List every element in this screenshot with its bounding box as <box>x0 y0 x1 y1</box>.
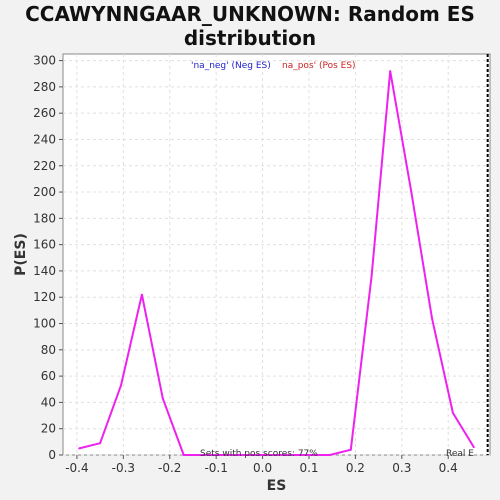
y-tick-label: 260 <box>33 106 56 120</box>
grid-lines <box>63 54 490 456</box>
x-tick-label: 0.2 <box>346 461 365 475</box>
es-distribution-line <box>78 70 475 456</box>
x-axis-label: ES <box>267 478 287 494</box>
series-group <box>78 70 475 456</box>
data-point <box>307 454 310 456</box>
x-tick-label: 0.1 <box>299 461 318 475</box>
data-point <box>472 446 475 449</box>
data-point <box>389 70 392 73</box>
legend: 'na_neg' (Neg ES) na_pos' (Pos ES) <box>191 61 356 71</box>
y-tick-label: 140 <box>33 264 56 278</box>
data-point <box>370 275 373 278</box>
annotations: Sets with pos scores: 77% Real E <box>200 449 474 459</box>
y-tick-label: 80 <box>41 343 56 357</box>
data-point <box>99 442 102 445</box>
real-es-annotation: Real E <box>446 449 474 459</box>
data-point <box>451 411 454 414</box>
data-point <box>266 454 269 456</box>
data-point <box>430 317 433 320</box>
x-axis-ticks: -0.4 -0.3 -0.2 -0.1 0.0 0.1 0.2 0.3 0.4 <box>65 455 458 475</box>
y-tick-label: 0 <box>48 448 56 462</box>
data-point <box>349 448 352 451</box>
x-tick-label: -0.3 <box>112 461 135 475</box>
x-tick-label: 0.4 <box>439 461 458 475</box>
data-point <box>224 454 227 456</box>
x-tick-label: 0.0 <box>253 461 272 475</box>
y-tick-label: 280 <box>33 80 56 94</box>
y-tick-label: 100 <box>33 317 56 331</box>
data-point <box>410 189 413 192</box>
y-tick-label: 300 <box>33 54 56 68</box>
y-axis-ticks: 0 20 40 60 80 100 120 140 160 180 200 220 240 260 280 3… <box>33 54 63 462</box>
data-point <box>245 454 248 456</box>
data-point <box>203 454 206 456</box>
y-tick-label: 220 <box>33 159 56 173</box>
pos-scores-annotation: Sets with pos scores: 77% <box>200 449 318 459</box>
legend-pos-label: na_pos' (Pos ES) <box>282 61 356 71</box>
data-point <box>328 454 331 456</box>
plot-area <box>62 53 491 456</box>
legend-neg-label: 'na_neg' (Neg ES) <box>191 61 271 71</box>
y-tick-label: 200 <box>33 185 56 199</box>
x-tick-label: -0.1 <box>204 461 227 475</box>
y-tick-label: 60 <box>41 369 56 383</box>
y-tick-label: 160 <box>33 238 56 252</box>
data-point <box>161 397 164 400</box>
x-tick-label: -0.2 <box>158 461 181 475</box>
data-point <box>287 454 290 456</box>
y-tick-label: 40 <box>41 395 56 409</box>
x-tick-label: -0.4 <box>65 461 88 475</box>
chart-title: CCAWYNNGAAR_UNKNOWN: Random ES distribut… <box>25 2 475 50</box>
y-tick-label: 180 <box>33 211 56 225</box>
y-tick-label: 20 <box>41 422 56 436</box>
data-point <box>120 384 123 387</box>
data-point <box>140 293 143 296</box>
x-tick-label: 0.3 <box>392 461 411 475</box>
y-axis-label: P(ES) <box>13 233 29 276</box>
data-point <box>182 454 185 456</box>
data-point <box>78 447 81 450</box>
y-tick-label: 120 <box>33 290 56 304</box>
y-tick-label: 240 <box>33 132 56 146</box>
